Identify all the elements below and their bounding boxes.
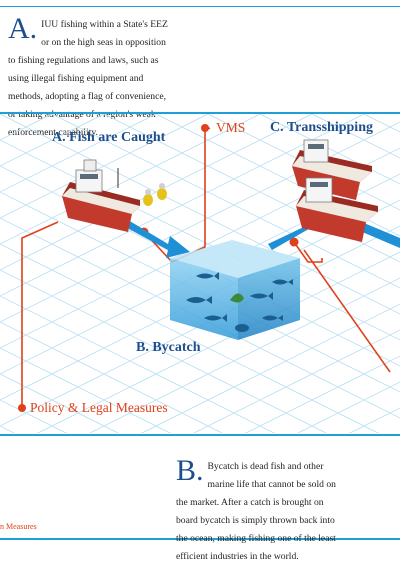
policy-connector xyxy=(21,221,59,408)
grid-line xyxy=(0,114,261,245)
iuu-fishing-diagram xyxy=(0,114,400,433)
bottom-rule xyxy=(0,538,400,540)
arrow-catch-to-bycatch xyxy=(116,214,190,258)
grid-line xyxy=(0,295,276,433)
grid-line xyxy=(363,114,400,133)
intro-paragraph: A. IUU fishing within a State's EEZ or o… xyxy=(8,14,168,140)
grid-line xyxy=(0,191,400,393)
grid-line xyxy=(140,303,400,433)
grid-line xyxy=(36,251,400,433)
grid-line xyxy=(0,399,68,433)
grid-line xyxy=(103,114,400,263)
grid-line xyxy=(0,225,400,427)
footer-note: n Measures xyxy=(0,522,37,531)
grid-line xyxy=(244,355,400,433)
grid-line xyxy=(0,114,365,297)
grid-line xyxy=(0,347,172,433)
bycatch-cube xyxy=(170,240,300,340)
bycatch-fish xyxy=(186,272,293,332)
upper-section-rule xyxy=(0,112,400,114)
grid-line xyxy=(0,114,209,219)
vms-label: VMS xyxy=(216,120,246,135)
transship-connector xyxy=(293,241,323,263)
bycatch-paragraph: B. Bycatch is dead fish and other marine… xyxy=(176,456,346,564)
top-rule xyxy=(0,6,400,7)
grid-line xyxy=(155,114,400,237)
intro-drop-cap: A. xyxy=(8,12,38,45)
grid-line xyxy=(0,243,380,433)
policy-label: Policy & Legal Measures xyxy=(30,400,168,415)
lower-section-rule xyxy=(0,434,400,436)
stage-a-label: A. Fish are Caught xyxy=(52,130,166,145)
grid-line xyxy=(0,269,328,433)
right-connector xyxy=(303,249,391,373)
bycatch-drop-cap: B. xyxy=(176,454,204,487)
grid-line xyxy=(88,277,400,433)
grid-line xyxy=(0,114,157,193)
grid-line xyxy=(51,114,400,289)
grid-line xyxy=(192,329,400,433)
stage-c-label: C. Transshipping xyxy=(270,120,373,135)
grid-line xyxy=(0,373,120,433)
transship-vessel-front xyxy=(296,177,378,242)
fishing-vessel-a xyxy=(62,159,167,232)
stage-b-label: B. Bycatch xyxy=(136,340,201,355)
grid-line xyxy=(0,217,400,419)
intro-text: IUU fishing within a State's EEZ or on t… xyxy=(8,19,168,138)
grid-line xyxy=(0,321,224,433)
